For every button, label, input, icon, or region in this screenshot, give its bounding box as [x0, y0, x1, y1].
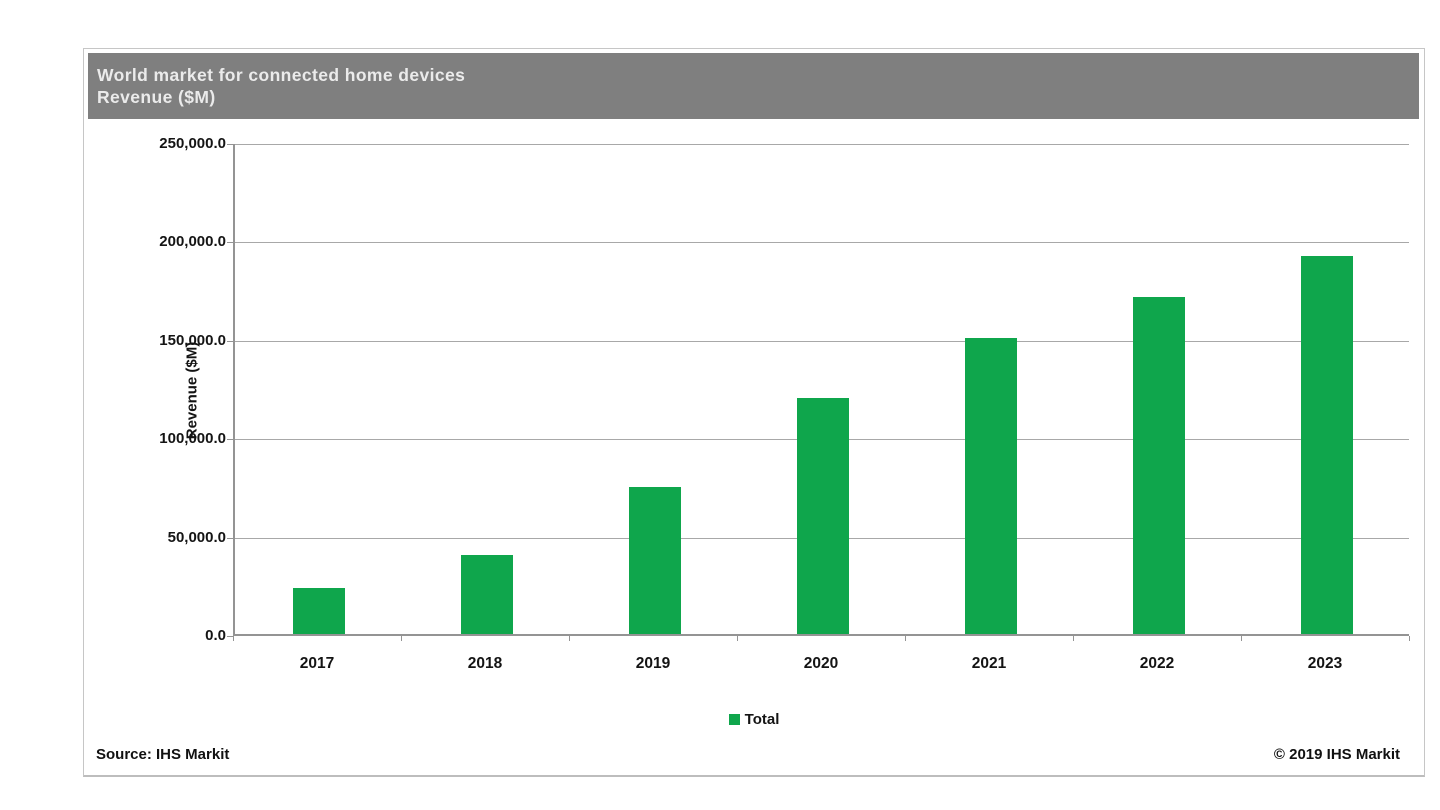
- bar-2020: [797, 397, 849, 634]
- x-axis-label-2019: 2019: [635, 655, 671, 672]
- legend: Total: [84, 711, 1424, 728]
- source-note: Source: IHS Markit: [96, 746, 230, 763]
- x-axis-labels: 2017 2018 2019 2020 2021 2022 2023: [233, 655, 1409, 675]
- bar-2021: [965, 337, 1017, 634]
- gridline-2500000: [235, 144, 1409, 145]
- x-axis-label-2017: 2017: [299, 655, 335, 672]
- bar-2018: [461, 555, 513, 634]
- y-axis-tick: [227, 439, 233, 440]
- x-axis-tick: [1409, 636, 1410, 641]
- x-axis-tick: [569, 636, 570, 641]
- y-axis-labels: 0.0 50,000.0 100,000.0 150,000.0 200,000.0 25…: [84, 135, 226, 644]
- x-axis-tick: [737, 636, 738, 641]
- chart-panel: World market for connected home devices …: [83, 48, 1425, 777]
- y-axis-tick: [227, 341, 233, 342]
- x-axis-tick: [233, 636, 234, 641]
- x-axis-label-2021: 2021: [971, 655, 1007, 672]
- x-axis-label-2023: 2023: [1307, 655, 1343, 672]
- chart-title-line2: Revenue ($M): [97, 87, 216, 107]
- x-axis-label-2022: 2022: [1139, 655, 1175, 672]
- gridline-2000000: [235, 242, 1409, 243]
- bar-2023: [1301, 256, 1353, 634]
- y-axis-label: 100,000.0: [159, 430, 226, 447]
- y-axis-tick: [227, 144, 233, 145]
- y-axis-label: 50,000.0: [167, 529, 226, 546]
- y-axis-ticks: [227, 144, 233, 637]
- bar-2019: [629, 487, 681, 634]
- plot-area: [233, 144, 1409, 636]
- y-axis-tick: [227, 538, 233, 539]
- copyright-note: © 2019 IHS Markit: [1273, 746, 1400, 763]
- chart-title-line1: World market for connected home devices: [97, 65, 466, 85]
- y-axis-label: 200,000.0: [159, 233, 226, 250]
- y-axis-label: 0.0: [205, 627, 226, 644]
- chart-title-bar: World market for connected home devices …: [88, 53, 1419, 119]
- y-axis-label: 250,000.0: [159, 135, 226, 152]
- x-axis-tick: [1241, 636, 1242, 641]
- y-axis-label: 150,000.0: [159, 332, 226, 349]
- y-axis-tick: [227, 636, 233, 637]
- x-axis-label-2020: 2020: [803, 655, 839, 672]
- y-axis-tick: [227, 242, 233, 243]
- legend-label-total: Total: [744, 711, 780, 728]
- bar-2022: [1133, 296, 1185, 634]
- bar-2017: [293, 587, 345, 634]
- legend-marker-total: [728, 714, 740, 725]
- gridline-1500000: [235, 341, 1409, 342]
- x-axis-label-2018: 2018: [467, 655, 503, 672]
- x-axis-ticks: [233, 636, 1410, 642]
- x-axis-tick: [1073, 636, 1074, 641]
- x-axis-tick: [905, 636, 906, 641]
- x-axis-tick: [401, 636, 402, 641]
